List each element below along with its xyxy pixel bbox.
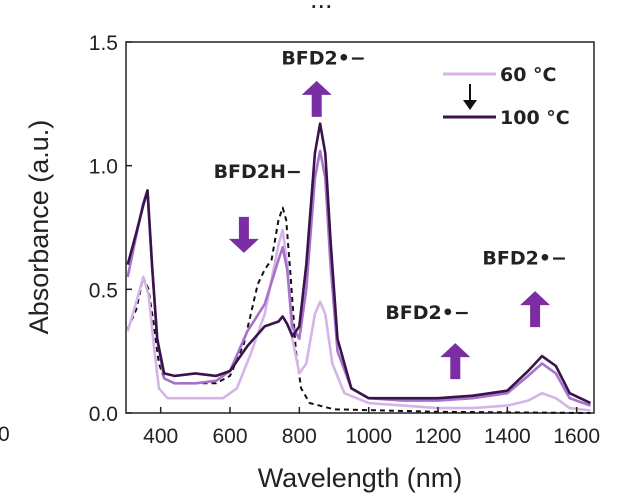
x-tick-label: 1400 xyxy=(484,425,531,448)
x-tick-label: 1600 xyxy=(553,425,600,448)
annotation-bfd2h: BFD2H− xyxy=(214,161,302,183)
annotation-bfd2-radical-top: BFD2•− xyxy=(281,47,366,69)
series-line xyxy=(126,149,591,407)
series-line xyxy=(126,228,591,412)
annotation-bfd2-radical-nir1: BFD2•− xyxy=(385,302,470,324)
x-tick-labels: 400 600 800 1000 1200 1400 1600 xyxy=(143,425,600,448)
annotations: BFD2•− BFD2H− BFD2•− BFD2•− xyxy=(214,47,567,324)
legend: 60 °C 100 °C xyxy=(443,64,570,129)
x-axis-ticks xyxy=(159,407,578,413)
y-tick-label: 1.5 xyxy=(89,32,118,55)
x-axis-title: Wavelength (nm) xyxy=(258,463,463,493)
legend-label-60c: 60 °C xyxy=(500,64,557,86)
arrow-down-icon xyxy=(228,216,259,253)
left-edge-label: 0 xyxy=(0,423,10,446)
annotation-arrows xyxy=(228,80,551,380)
x-tick-label: 1000 xyxy=(345,425,392,448)
series-line xyxy=(126,206,591,414)
arrow-up-icon xyxy=(520,291,551,328)
x-tick-label: 400 xyxy=(143,425,178,448)
x-tick-label: 800 xyxy=(282,425,317,448)
arrow-up-icon xyxy=(301,80,332,117)
y-tick-labels: 0.0 0.5 1.0 1.5 xyxy=(89,32,118,426)
annotation-bfd2-radical-nir2: BFD2•− xyxy=(482,248,567,270)
y-axis-ticks xyxy=(126,41,132,414)
chart-top-title-fragment: ... xyxy=(310,0,333,14)
plot-area xyxy=(125,41,595,414)
series-line xyxy=(126,122,592,405)
series-layer xyxy=(126,122,592,414)
x-tick-label: 600 xyxy=(212,425,247,448)
y-tick-label: 0.0 xyxy=(89,403,118,426)
y-tick-label: 0.5 xyxy=(89,279,118,302)
y-tick-label: 1.0 xyxy=(89,156,118,179)
arrow-up-icon xyxy=(440,343,471,380)
y-axis-title: Absorbance (a.u.) xyxy=(24,120,54,335)
x-tick-label: 1200 xyxy=(415,425,462,448)
legend-label-100c: 100 °C xyxy=(500,107,570,129)
legend-down-arrow-icon xyxy=(463,100,477,110)
plot-frame xyxy=(125,41,595,414)
